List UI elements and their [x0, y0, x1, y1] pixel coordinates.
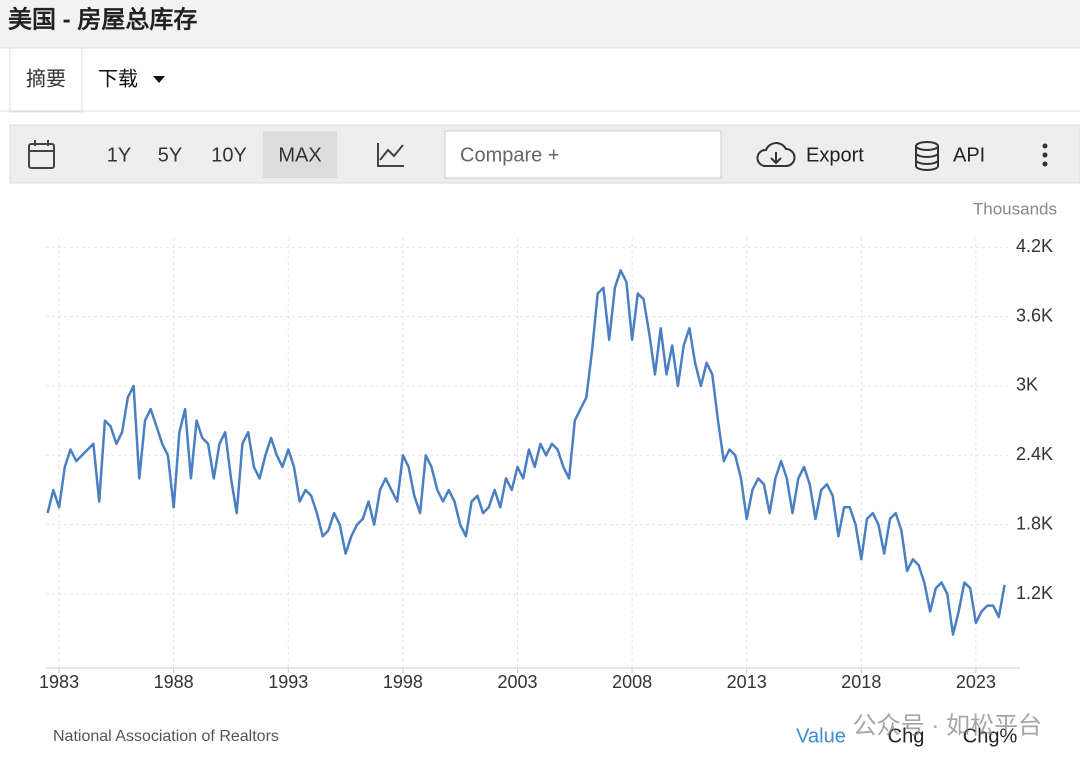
range-active [263, 131, 337, 178]
compare-input[interactable] [444, 130, 722, 179]
api-icon[interactable] [915, 141, 939, 171]
tab-box [9, 47, 83, 113]
range-button[interactable]: 1Y [107, 144, 131, 166]
x-tick-label: 1998 [383, 672, 423, 692]
header-bg [0, 0, 1080, 48]
x-tick-label: 1988 [154, 672, 194, 692]
y-tick-label: 2.4K [1016, 444, 1053, 464]
data-line [46, 269, 1006, 636]
y-tick-label: 1.2K [1016, 583, 1053, 603]
y-tick-label: 4.2K [1016, 236, 1053, 256]
page-title: 美国 - 房屋总库存 [8, 5, 197, 33]
x-tick-label: 2003 [497, 672, 537, 692]
dropdown-arrow [153, 76, 165, 83]
source: National Association of Realtors [53, 728, 279, 745]
range-button[interactable]: 10Y [211, 144, 247, 166]
export-button[interactable]: Export [806, 144, 864, 166]
tab[interactable]: 摘要 [26, 67, 66, 90]
x-tick-label: 2013 [727, 672, 767, 692]
x-tick-label: 2018 [841, 672, 881, 692]
range-button[interactable]: MAX [278, 144, 321, 166]
y-tick-label: 3K [1016, 375, 1038, 395]
y-tick-label: 1.8K [1016, 513, 1053, 533]
calendar-icon[interactable] [28, 140, 55, 169]
tab[interactable]: 下载 [98, 67, 138, 90]
compare-placeholder: Compare + [460, 144, 560, 166]
unit-label: Thousands [973, 199, 1057, 218]
range-button[interactable]: 5Y [158, 144, 182, 166]
x-tick-label: 2008 [612, 672, 652, 692]
bottom-tab[interactable]: Chg% [963, 725, 1018, 747]
api-button[interactable]: API [953, 144, 985, 166]
watermark: 公众号 · 如松平台 [853, 712, 1042, 739]
menu-icon[interactable] [1042, 143, 1048, 167]
x-tick-label: 1993 [268, 672, 308, 692]
chart-type-icon[interactable] [377, 143, 404, 167]
bottom-tab[interactable]: Chg [888, 725, 925, 747]
y-tick-label: 3.6K [1016, 305, 1053, 325]
x-tick-label: 2023 [956, 672, 996, 692]
bottom-tab[interactable]: Value [796, 725, 846, 747]
export-icon[interactable] [756, 142, 796, 167]
x-tick-label: 1983 [39, 672, 79, 692]
